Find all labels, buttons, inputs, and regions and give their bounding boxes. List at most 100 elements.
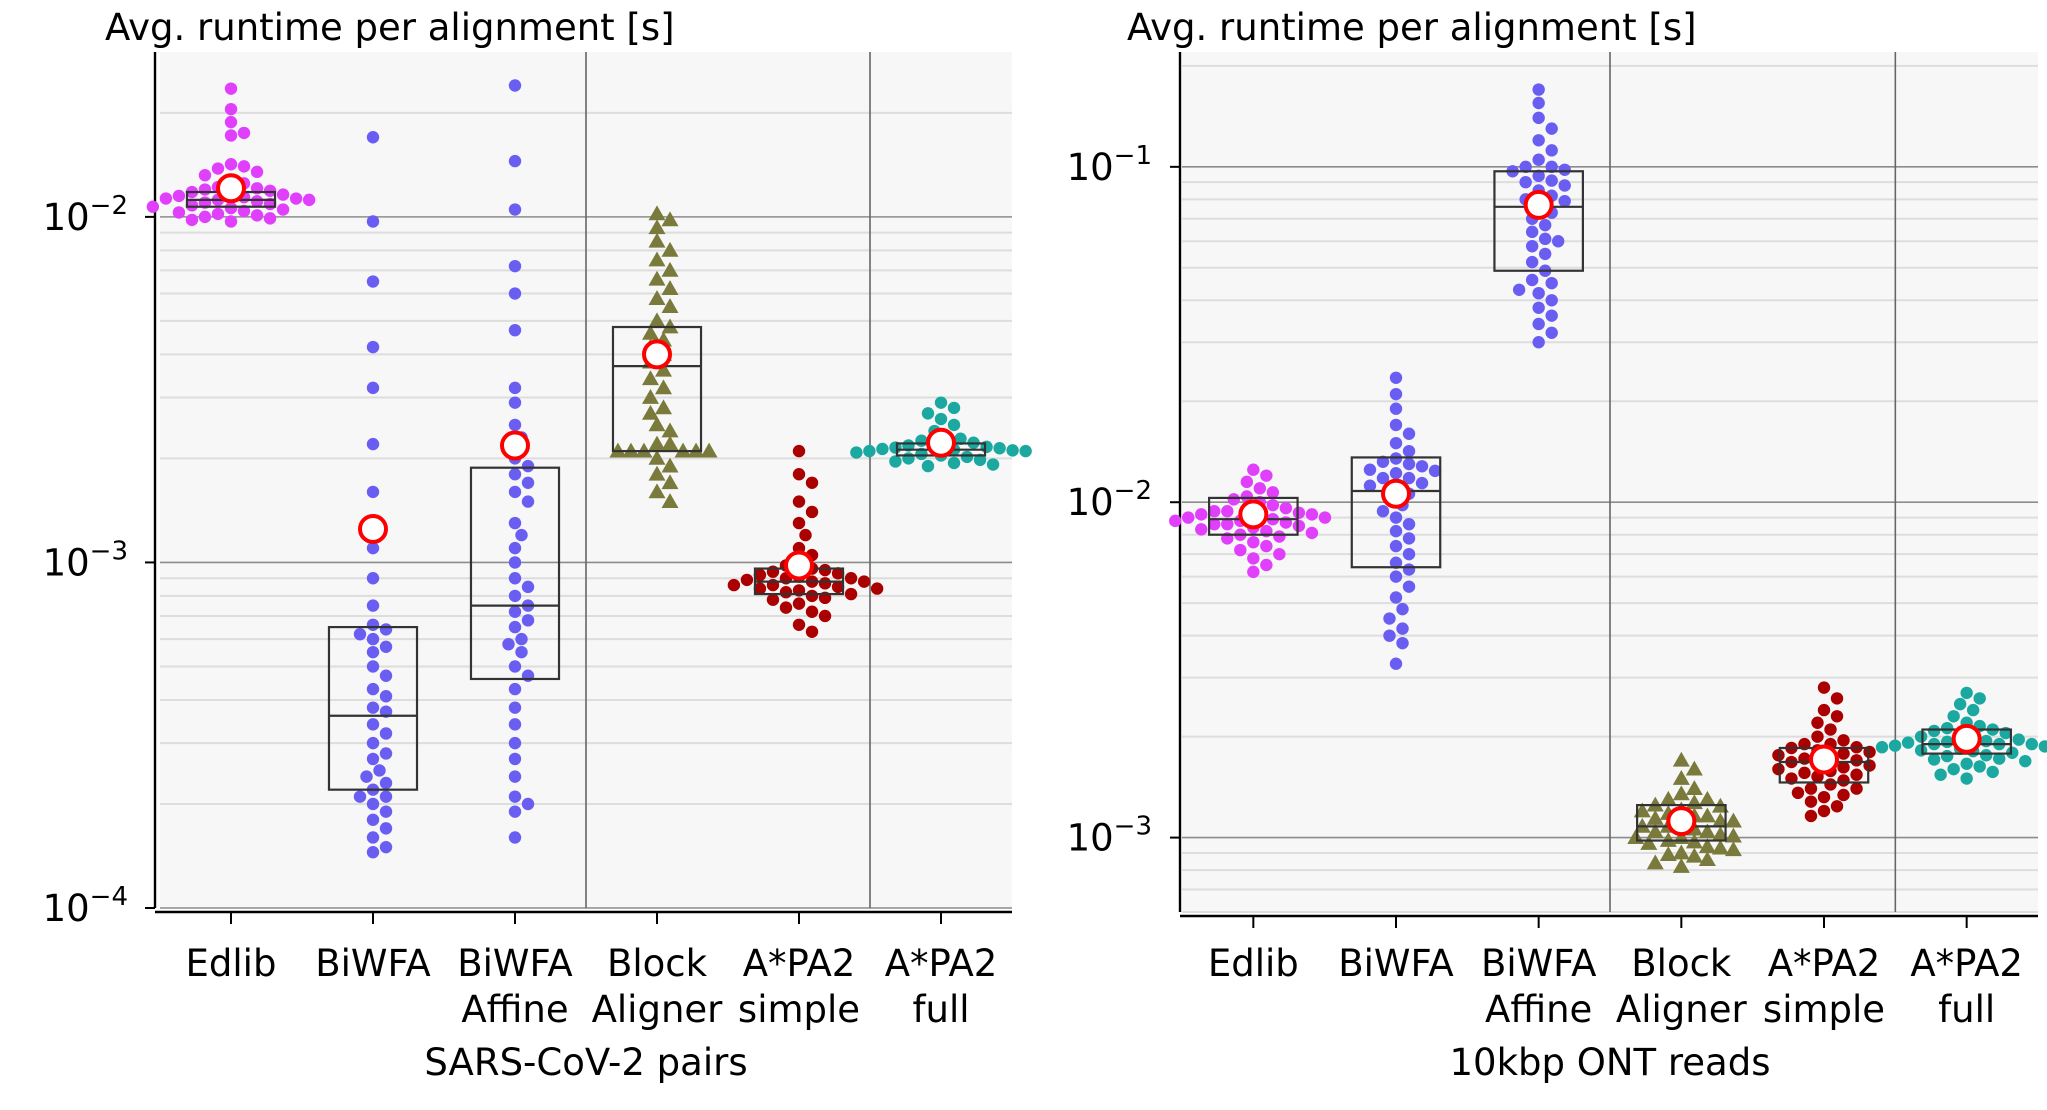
data-point — [263, 184, 277, 197]
data-point — [1672, 785, 1690, 801]
box-iqr — [1493, 170, 1584, 272]
mean-marker — [1951, 723, 1982, 754]
mean-marker — [1666, 806, 1697, 837]
data-point — [198, 183, 212, 196]
data-point — [641, 370, 659, 386]
data-point — [1772, 749, 1785, 762]
data-point — [379, 747, 393, 760]
data-point — [211, 207, 225, 221]
data-point — [1545, 276, 1558, 290]
data-point — [1698, 838, 1716, 853]
data-point — [831, 567, 845, 580]
data-point — [1551, 235, 1565, 248]
data-point — [844, 587, 858, 601]
data-point — [766, 593, 780, 606]
data-point — [805, 476, 819, 490]
data-point — [1240, 475, 1254, 489]
data-point — [366, 736, 380, 750]
data-point — [1266, 486, 1280, 499]
data-point — [1850, 782, 1863, 795]
data-point — [876, 442, 889, 456]
data-point — [1227, 493, 1241, 506]
data-point — [250, 195, 264, 208]
data-point — [1960, 757, 1973, 770]
data-point — [237, 126, 251, 140]
x-tick-label: simple — [1763, 988, 1885, 1031]
data-point — [1646, 854, 1664, 870]
data-point — [508, 589, 522, 603]
data-point — [661, 280, 679, 295]
panel-ont-reads: 10−3 10−2 10−1 Avg. runtime per alignment [… — [1067, 6, 2047, 1084]
data-point — [224, 129, 238, 142]
data-point — [224, 158, 238, 171]
data-point — [508, 323, 522, 337]
y-tick-label: 10−2 — [43, 191, 128, 239]
data-point — [1545, 160, 1558, 174]
data-point — [366, 701, 380, 714]
data-point — [1363, 463, 1377, 476]
data-point — [1376, 471, 1390, 485]
mean-marker — [1523, 189, 1554, 220]
data-point — [1545, 309, 1558, 322]
data-point — [641, 404, 659, 420]
swarm-points — [727, 444, 884, 638]
data-point — [1817, 790, 1831, 804]
data-point — [379, 776, 393, 790]
data-point — [1837, 774, 1850, 787]
y-tick-label: 10−4 — [43, 882, 128, 930]
data-point — [844, 572, 858, 585]
data-point — [1914, 744, 1928, 757]
data-point — [648, 449, 666, 465]
data-point — [1824, 723, 1837, 736]
mean-marker — [1238, 499, 1269, 530]
x-tick-label: A*PA2 — [743, 942, 856, 985]
data-point — [1532, 317, 1545, 331]
data-point — [1376, 455, 1390, 468]
data-point — [1512, 283, 1526, 296]
data-point — [1837, 788, 1850, 802]
data-point — [648, 312, 666, 328]
data-point — [805, 589, 819, 603]
data-point — [1538, 232, 1552, 246]
data-point — [366, 632, 380, 646]
data-point — [366, 572, 380, 585]
x-tick-label: full — [1938, 988, 1995, 1031]
data-point — [1396, 622, 1409, 635]
data-point — [1772, 762, 1785, 776]
data-point — [648, 270, 666, 286]
data-point — [1247, 535, 1260, 549]
data-point — [1389, 402, 1403, 415]
data-point — [353, 627, 367, 641]
data-point — [1545, 174, 1558, 187]
x-axis-title: 10kbp ONT reads — [1449, 1041, 1770, 1084]
x-axis-title: SARS-CoV-2 pairs — [424, 1041, 747, 1084]
data-point — [521, 614, 535, 627]
data-point — [1376, 505, 1390, 518]
data-point — [521, 459, 535, 473]
data-point — [289, 192, 303, 205]
data-point — [1685, 760, 1703, 776]
data-point — [1532, 83, 1545, 96]
data-point — [1901, 736, 1915, 749]
data-point — [1979, 749, 1993, 762]
data-point — [661, 493, 679, 508]
x-tick-label: Aligner — [1616, 988, 1748, 1031]
data-point — [1940, 749, 1954, 763]
data-point — [1979, 734, 1993, 748]
data-point — [1545, 326, 1558, 340]
data-point — [1260, 558, 1273, 572]
data-point — [379, 840, 393, 854]
data-point — [366, 813, 380, 826]
data-point — [366, 599, 380, 612]
data-point — [366, 682, 380, 696]
data-point — [1532, 301, 1545, 314]
data-point — [1927, 753, 1941, 766]
data-point — [1830, 800, 1844, 813]
data-point — [1402, 580, 1416, 593]
box-iqr — [1350, 456, 1442, 569]
data-point — [1389, 387, 1403, 401]
mean-marker — [1809, 744, 1839, 775]
